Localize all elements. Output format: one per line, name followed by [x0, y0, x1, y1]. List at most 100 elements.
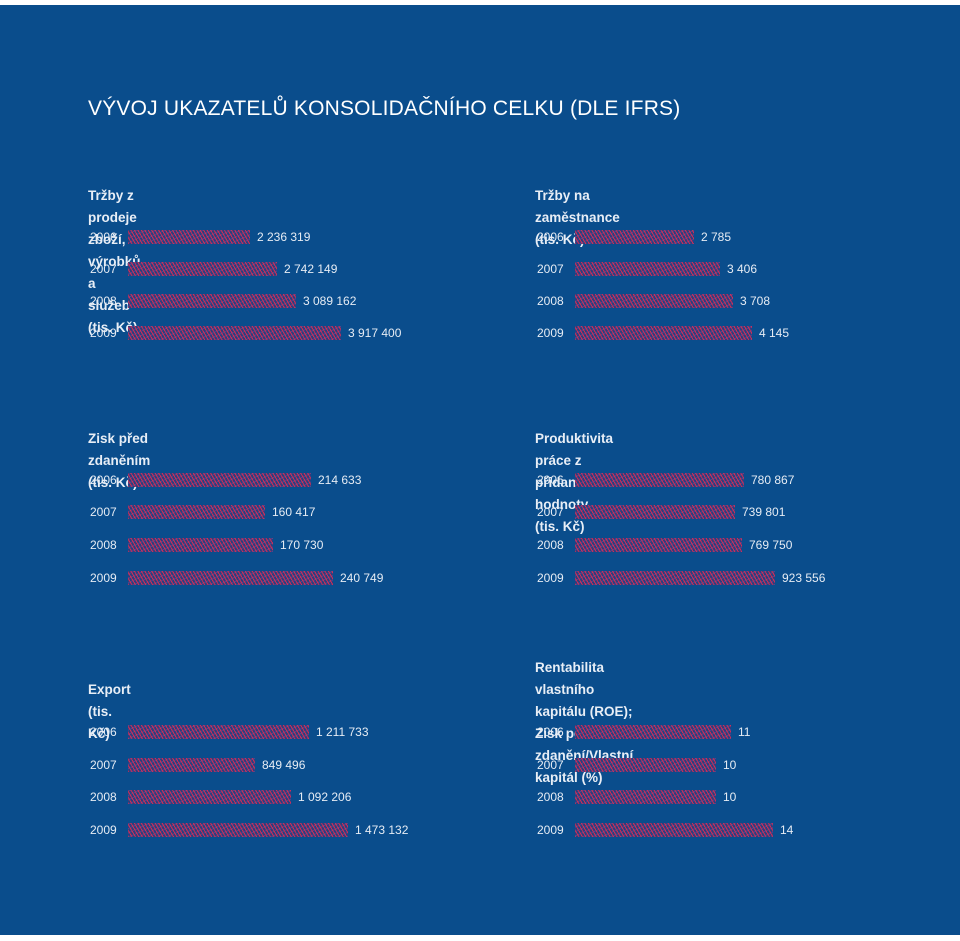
- bar-row: 2006 2 785: [535, 227, 955, 247]
- page-title: VÝVOJ UKAZATELŮ KONSOLIDAČNÍHO CELKU (DL…: [88, 97, 681, 120]
- bar: [128, 326, 341, 340]
- bar: [575, 823, 773, 837]
- bar: [128, 790, 291, 804]
- bar: [128, 725, 309, 739]
- bar-row: 2006 11: [535, 722, 955, 742]
- bar-row: 2007 3 406: [535, 259, 955, 279]
- bar-row: 2007 10: [535, 755, 955, 775]
- data-label: 11: [738, 725, 751, 739]
- category-label: 2009: [537, 326, 564, 340]
- category-label: 2006: [90, 473, 117, 487]
- bar-row: 2009 923 556: [535, 568, 955, 588]
- data-label: 240 749: [340, 571, 384, 585]
- bar: [575, 294, 733, 308]
- bar-row: 2008 10: [535, 787, 955, 807]
- bar: [128, 230, 250, 244]
- bar-row: 2008 769 750: [535, 535, 955, 555]
- bar: [575, 571, 775, 585]
- data-label: 3 917 400: [348, 326, 402, 340]
- data-label: 160 417: [272, 505, 316, 519]
- data-label: 739 801: [742, 505, 786, 519]
- bar-row: 2008 3 708: [535, 291, 955, 311]
- bar-row: 2006 780 867: [535, 470, 955, 490]
- bar: [575, 262, 720, 276]
- bar: [575, 326, 752, 340]
- category-label: 2006: [90, 725, 117, 739]
- category-label: 2009: [537, 823, 564, 837]
- bar: [575, 230, 694, 244]
- bar-row: 2007 849 496: [88, 755, 508, 775]
- bar-row: 2009 240 749: [88, 568, 508, 588]
- bar-row: 2009 1 473 132: [88, 820, 508, 840]
- bar: [575, 725, 731, 739]
- bar: [128, 262, 277, 276]
- category-label: 2007: [90, 505, 117, 519]
- bar: [128, 505, 265, 519]
- category-label: 2009: [90, 571, 117, 585]
- bar-row: 2007 739 801: [535, 502, 955, 522]
- report-page: VÝVOJ UKAZATELŮ KONSOLIDAČNÍHO CELKU (DL…: [0, 5, 960, 935]
- chart-title: Tržby na zaměstnance (tis. Kč): [535, 188, 620, 247]
- chart-title: Zisk před zdaněním (tis. Kč): [88, 431, 151, 490]
- bar: [575, 758, 716, 772]
- bar-row: 2006 214 633: [88, 470, 508, 490]
- category-label: 2007: [537, 262, 564, 276]
- bar: [128, 758, 255, 772]
- bar: [575, 790, 716, 804]
- bar-row: 2009 14: [535, 820, 955, 840]
- data-label: 1 211 733: [316, 725, 369, 739]
- chart-title: Export (tis. Kč): [88, 682, 131, 741]
- category-label: 2008: [537, 538, 564, 552]
- category-label: 2007: [537, 758, 564, 772]
- bar-row: 2007 2 742 149: [88, 259, 508, 279]
- data-label: 214 633: [318, 473, 362, 487]
- data-label: 3 089 162: [303, 294, 357, 308]
- chart-title: Produktivita práce z přidané hodnoty (ti…: [535, 431, 614, 534]
- category-label: 2006: [90, 230, 117, 244]
- bar-row: 2008 1 092 206: [88, 787, 508, 807]
- bar: [128, 294, 296, 308]
- data-label: 3 708: [740, 294, 771, 308]
- category-label: 2006: [537, 230, 564, 244]
- bar-row: 2007 160 417: [88, 502, 508, 522]
- data-label: 780 867: [751, 473, 795, 487]
- bar-row: 2006 2 236 319: [88, 227, 508, 247]
- bar: [575, 538, 742, 552]
- data-label: 2 236 319: [257, 230, 311, 244]
- bar-row: 2009 3 917 400: [88, 323, 508, 343]
- bar-row: 2008 3 089 162: [88, 291, 508, 311]
- bar-row: 2006 1 211 733: [88, 722, 508, 742]
- category-label: 2009: [537, 571, 564, 585]
- category-label: 2007: [90, 262, 117, 276]
- category-label: 2008: [90, 790, 117, 804]
- bar: [128, 538, 273, 552]
- data-label: 1 473 132: [355, 823, 409, 837]
- category-label: 2009: [90, 326, 117, 340]
- category-label: 2006: [537, 473, 564, 487]
- bar-row: 2009 4 145: [535, 323, 955, 343]
- data-label: 4 145: [759, 326, 790, 340]
- category-label: 2007: [537, 505, 564, 519]
- bar: [128, 571, 333, 585]
- data-label: 2 742 149: [284, 262, 338, 276]
- bar: [575, 505, 735, 519]
- bar: [575, 473, 744, 487]
- data-label: 10: [723, 758, 737, 772]
- data-label: 170 730: [280, 538, 324, 552]
- chart-title: Tržby z prodeje zboží, výrobků a služeb …: [88, 188, 141, 335]
- data-label: 10: [723, 790, 737, 804]
- bar: [128, 823, 348, 837]
- data-label: 3 406: [727, 262, 758, 276]
- bar: [128, 473, 311, 487]
- data-label: 1 092 206: [298, 790, 352, 804]
- category-label: 2008: [90, 538, 117, 552]
- data-label: 769 750: [749, 538, 793, 552]
- bar-row: 2008 170 730: [88, 535, 508, 555]
- data-label: 923 556: [782, 571, 826, 585]
- category-label: 2006: [537, 725, 564, 739]
- category-label: 2008: [537, 294, 564, 308]
- data-label: 14: [780, 823, 794, 837]
- category-label: 2009: [90, 823, 117, 837]
- category-label: 2008: [537, 790, 564, 804]
- category-label: 2008: [90, 294, 117, 308]
